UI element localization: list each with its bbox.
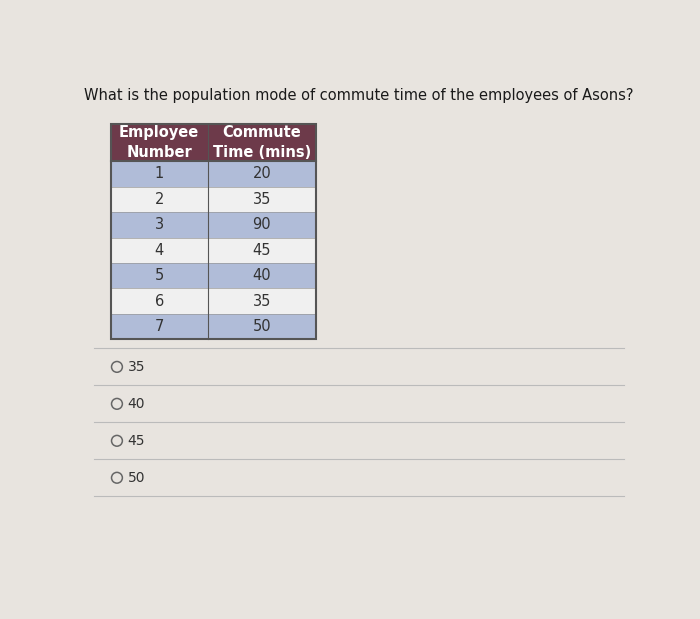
Text: 4: 4 bbox=[155, 243, 164, 258]
Text: 2: 2 bbox=[155, 192, 164, 207]
Text: 35: 35 bbox=[253, 293, 271, 308]
Text: 40: 40 bbox=[253, 268, 271, 283]
Text: 90: 90 bbox=[253, 217, 271, 232]
Text: 45: 45 bbox=[128, 434, 146, 448]
Bar bbox=[111, 187, 316, 212]
Text: 50: 50 bbox=[253, 319, 271, 334]
Text: 20: 20 bbox=[253, 167, 272, 181]
Bar bbox=[111, 314, 316, 339]
Text: 35: 35 bbox=[128, 360, 146, 374]
Text: 35: 35 bbox=[253, 192, 271, 207]
Bar bbox=[111, 288, 316, 314]
Bar bbox=[111, 212, 316, 238]
Text: What is the population mode of commute time of the employees of Asons?: What is the population mode of commute t… bbox=[84, 88, 634, 103]
Bar bbox=[111, 162, 316, 187]
Text: 40: 40 bbox=[128, 397, 146, 411]
Text: 50: 50 bbox=[128, 471, 146, 485]
Bar bbox=[111, 124, 316, 162]
Text: 1: 1 bbox=[155, 167, 164, 181]
Text: Commute
Time (mins): Commute Time (mins) bbox=[213, 126, 311, 160]
Bar bbox=[111, 124, 316, 339]
Text: 7: 7 bbox=[155, 319, 164, 334]
Bar bbox=[111, 238, 316, 263]
Text: Employee
Number: Employee Number bbox=[119, 126, 200, 160]
Text: 6: 6 bbox=[155, 293, 164, 308]
Text: 5: 5 bbox=[155, 268, 164, 283]
Text: 3: 3 bbox=[155, 217, 164, 232]
Text: 45: 45 bbox=[253, 243, 271, 258]
Bar bbox=[111, 263, 316, 288]
